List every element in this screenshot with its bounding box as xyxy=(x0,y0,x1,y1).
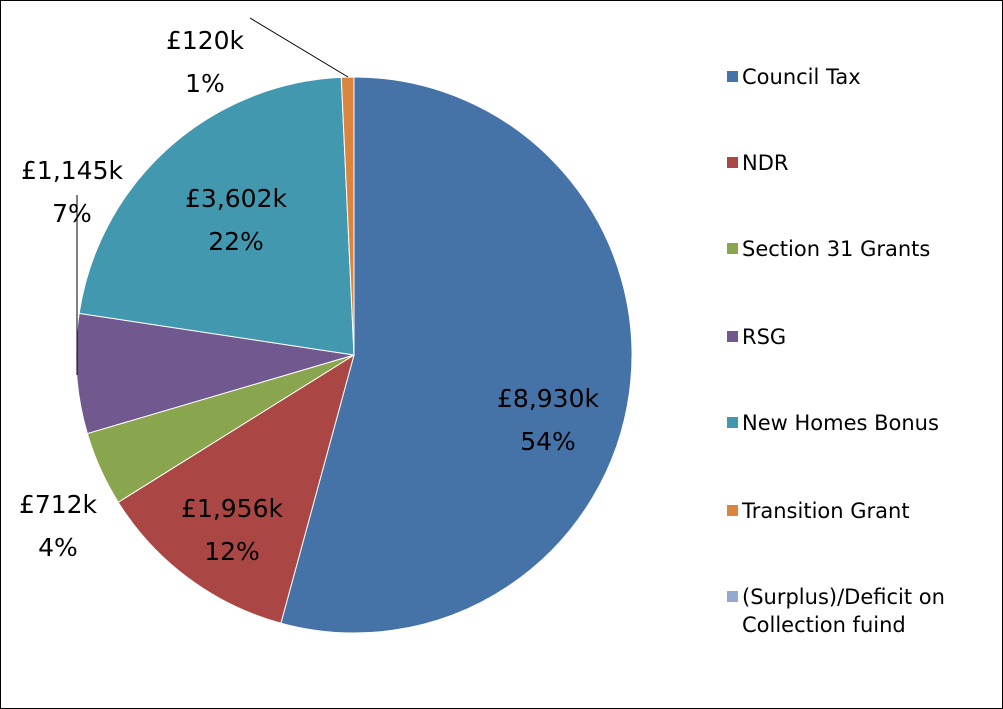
percent-label: 4% xyxy=(38,533,78,562)
legend-label: Transition Grant xyxy=(742,499,910,523)
percent-label: 54% xyxy=(520,427,576,456)
legend-label: Section 31 Grants xyxy=(742,237,931,261)
legend-label: New Homes Bonus xyxy=(742,411,939,435)
pie-slice xyxy=(280,76,633,634)
legend-swatch xyxy=(727,591,738,602)
legend-label: NDR xyxy=(742,151,789,175)
percent-label: 22% xyxy=(208,227,264,256)
data-label: £1,956k xyxy=(181,494,283,523)
data-label: £712k xyxy=(19,490,98,519)
legend-swatch xyxy=(727,505,738,516)
data-label: £8,930k xyxy=(497,384,599,413)
legend-swatch xyxy=(727,157,738,168)
data-label: £120k xyxy=(166,26,245,55)
legend-entry: Council Tax xyxy=(727,63,977,91)
percent-label: 1% xyxy=(185,69,225,98)
legend-entry: Section 31 Grants xyxy=(727,235,977,263)
legend-swatch xyxy=(727,331,738,342)
legend-swatch xyxy=(727,243,738,254)
legend-label: Council Tax xyxy=(742,65,861,89)
data-label: £1,145k xyxy=(21,156,123,185)
legend-entry: NDR xyxy=(727,149,977,177)
legend-swatch xyxy=(727,417,738,428)
legend-label: RSG xyxy=(742,325,787,349)
legend-entry: (Surplus)/Deficit on Collection fuind xyxy=(727,583,977,639)
percent-label: 12% xyxy=(204,537,260,566)
leader-line xyxy=(249,17,349,78)
data-label: £3,602k xyxy=(185,184,287,213)
legend-swatch xyxy=(727,71,738,82)
legend-entry: RSG xyxy=(727,323,977,351)
pie-slice xyxy=(78,76,355,356)
pie-slice xyxy=(117,353,355,624)
legend-entry: Transition Grant xyxy=(727,497,977,525)
legend-entry: New Homes Bonus xyxy=(727,409,977,437)
percent-label: 7% xyxy=(52,199,92,228)
legend-label: (Surplus)/Deficit on Collection fuind xyxy=(742,585,945,637)
